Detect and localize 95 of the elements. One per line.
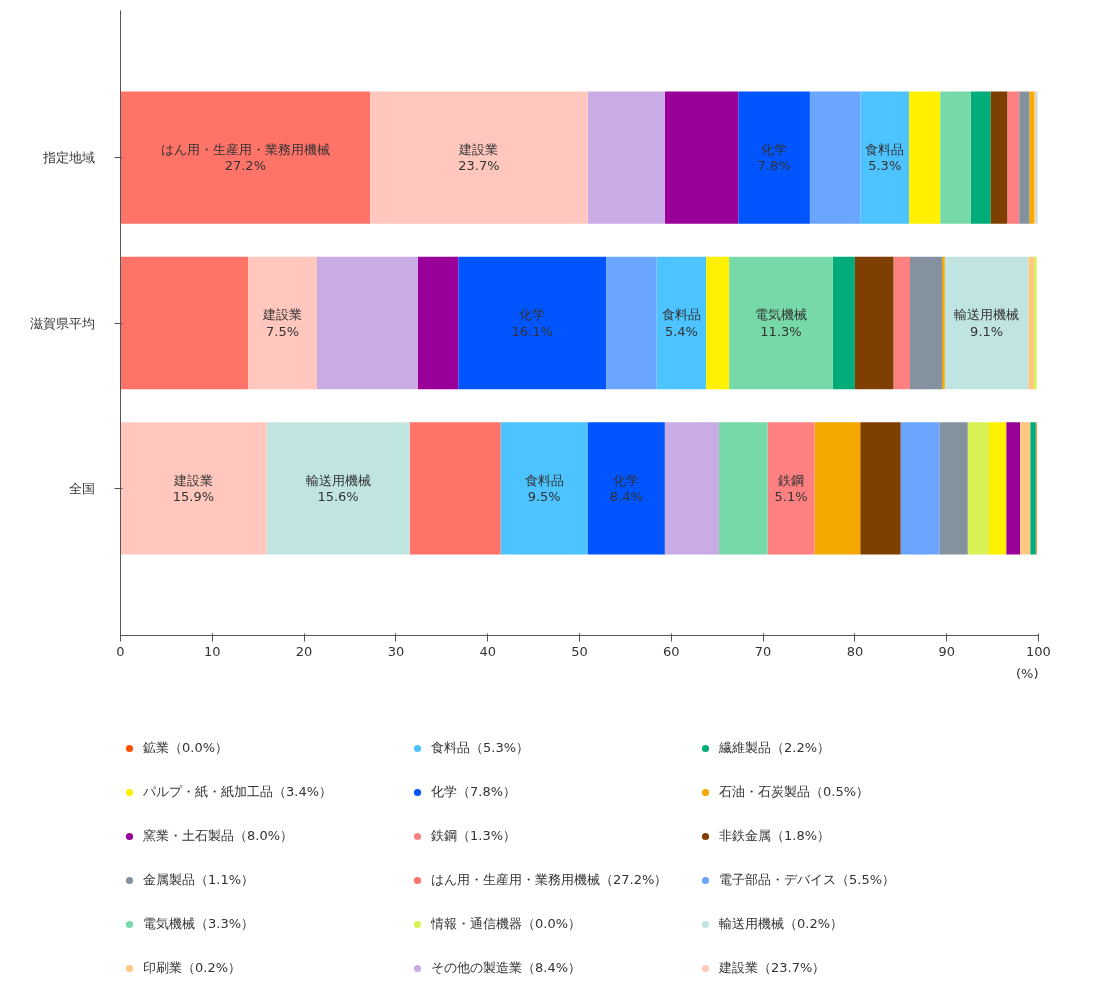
- bar: [832, 256, 855, 390]
- bar: [706, 256, 730, 390]
- legend-label: 食料品（5.3%）: [431, 739, 531, 757]
- data-label: 化学 16.1%: [511, 307, 553, 339]
- bar: [942, 256, 945, 390]
- bar: [854, 256, 894, 390]
- bar: [990, 91, 1008, 224]
- data-label: 建設業 15.9%: [172, 472, 215, 505]
- bar: [1033, 256, 1037, 390]
- bar: [719, 422, 768, 555]
- bar: [909, 91, 941, 224]
- bar: [1020, 422, 1031, 555]
- bar: [967, 422, 989, 555]
- legend-label: パルプ・紙・紙加工品（3.4%）: [143, 783, 334, 801]
- bar: [664, 422, 720, 555]
- data-label: 食料品 5.3%: [865, 141, 905, 174]
- bar: [1007, 91, 1020, 224]
- bar: [900, 422, 940, 555]
- y-tick-label: 指定地域: [41, 150, 95, 166]
- bar: [120, 422, 267, 555]
- legend-label: 鉄鋼（1.3%）: [431, 827, 518, 845]
- data-label: 鉄鋼 5.1%: [774, 472, 808, 505]
- legend-label: 電気機械（3.3%）: [143, 915, 256, 933]
- legend-label: 輸送用機械（0.2%）: [719, 915, 845, 933]
- bar: [409, 422, 501, 555]
- bar: [1030, 422, 1036, 555]
- bar: [587, 422, 665, 555]
- x-tick-label: 20: [295, 643, 313, 659]
- legend-label: 非鉄金属（1.8%）: [719, 827, 832, 845]
- bar: [120, 91, 371, 224]
- x-tick-label: 30: [387, 643, 405, 659]
- x-tick-label: 50: [571, 643, 588, 659]
- bar: [767, 422, 815, 555]
- bar: [316, 256, 418, 390]
- bar: [1029, 91, 1034, 224]
- bar: [266, 422, 410, 555]
- x-tick-label: 100: [1026, 643, 1051, 659]
- bar: [939, 422, 968, 555]
- bar: [909, 256, 943, 390]
- data-label: 食料品 5.4%: [661, 307, 701, 339]
- legend-label: 鉱業（0.0%）: [143, 739, 230, 757]
- x-tick-label: 0: [116, 643, 125, 659]
- bar: [1006, 422, 1021, 555]
- legend-label: 金属製品（1.1%）: [143, 871, 256, 889]
- legend-label: はん用・生産用・業務用機械（27.2%）: [431, 871, 669, 889]
- bar: [417, 256, 459, 390]
- bar: [458, 256, 607, 390]
- bar: [860, 91, 910, 224]
- y-tick-label: 全国: [68, 480, 95, 496]
- data-label: はん用・生産用・業務用機械 27.2%: [160, 141, 330, 174]
- data-label: 輸送用機械 9.1%: [954, 307, 1020, 339]
- bar: [120, 256, 249, 390]
- legend-label: 繊維製品（2.2%）: [719, 739, 832, 757]
- legend-label: 印刷業（0.2%）: [143, 959, 243, 977]
- bar: [500, 422, 588, 555]
- bar: [860, 422, 901, 555]
- x-tick-label: 90: [938, 643, 955, 659]
- legend-label: 窯業・土石製品（8.0%）: [143, 827, 295, 845]
- data-label: 化学 7.8%: [757, 141, 791, 174]
- bar: [940, 91, 971, 224]
- bar: [587, 91, 665, 224]
- x-tick-label: 80: [846, 643, 864, 659]
- bar: [988, 422, 1007, 555]
- x-axis-title: (%): [1016, 665, 1039, 681]
- legend-label: 化学（7.8%）: [431, 783, 518, 801]
- x-tick-label: 10: [204, 643, 221, 659]
- bar: [370, 91, 588, 224]
- y-tick-label: 滋賀県平均: [29, 315, 95, 331]
- data-label: 電気機械 11.3%: [755, 307, 807, 339]
- bar: [664, 91, 739, 224]
- data-label: 化学 8.4%: [609, 472, 643, 505]
- data-label: 食料品 9.5%: [524, 472, 564, 505]
- bar: [248, 256, 317, 390]
- data-label: 建設業 7.5%: [262, 307, 303, 339]
- data-label: 建設業 23.7%: [458, 141, 500, 174]
- legend-label: 情報・通信機器（0.0%）: [431, 915, 583, 933]
- legend-label: 電子部品・デバイス（5.5%）: [719, 871, 897, 889]
- legend-label: 建設業（23.7%）: [719, 959, 827, 977]
- bar: [606, 256, 657, 390]
- bar: [970, 91, 991, 224]
- x-tick-label: 60: [663, 643, 680, 659]
- bar: [1028, 256, 1034, 390]
- bar: [944, 256, 1029, 390]
- bar: [1019, 91, 1030, 224]
- data-label: 輸送用機械 15.6%: [305, 472, 371, 505]
- bar: [893, 256, 910, 390]
- legend-label: 石油・石炭製品（0.5%）: [719, 783, 871, 801]
- bar: [729, 256, 833, 390]
- legend-label: その他の製造業（8.4%）: [431, 959, 583, 977]
- bar: [814, 422, 861, 555]
- bar: [656, 256, 707, 390]
- x-tick-label: 40: [479, 643, 496, 659]
- bar: [809, 91, 861, 224]
- x-tick-label: 70: [754, 643, 772, 659]
- bar: [738, 91, 810, 224]
